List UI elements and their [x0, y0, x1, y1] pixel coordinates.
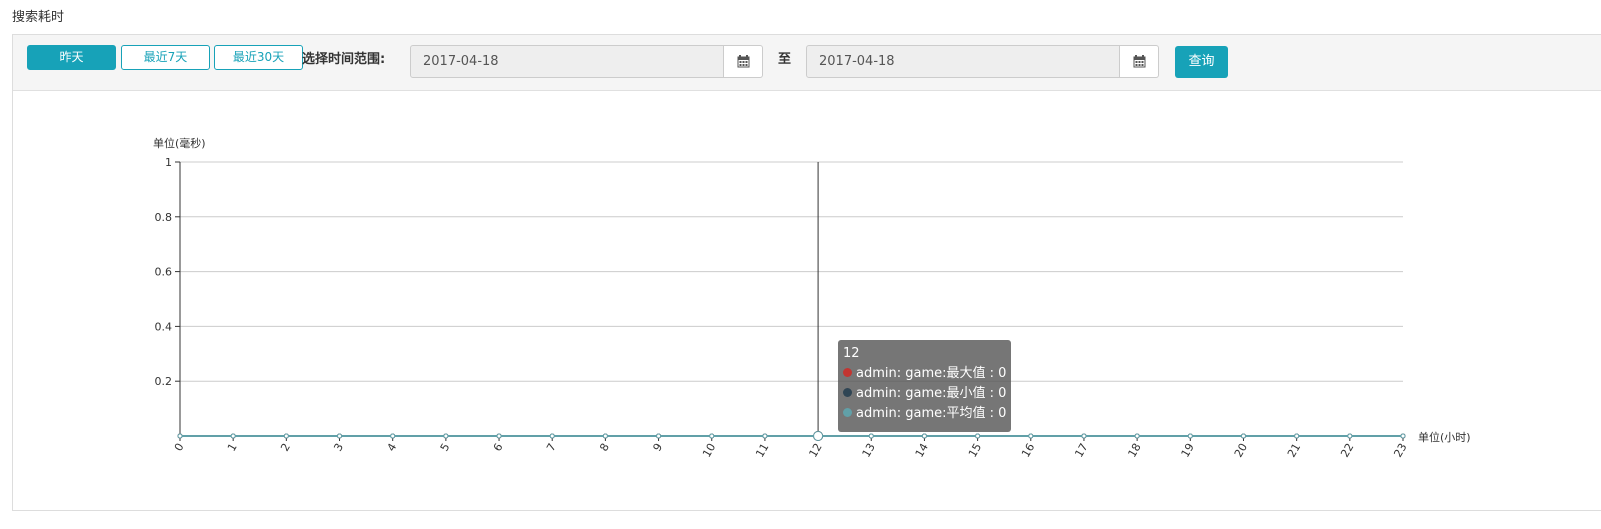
x-tick-label: 21 — [1285, 441, 1303, 460]
chart-tooltip: 12 admin: game:最大值 : 0 admin: game:最小值 :… — [838, 340, 1011, 432]
data-point — [337, 433, 343, 439]
x-tick-label: 14 — [913, 441, 931, 460]
data-point — [868, 433, 874, 439]
tooltip-row-min-label: admin: game:最小值 : 0 — [856, 386, 1007, 401]
data-point — [177, 433, 183, 439]
calendar-icon — [737, 55, 749, 68]
toolbar: 昨天 最近7天 最近30天 选择时间范围: 2017-04-18 至 2017-… — [13, 35, 1601, 91]
data-point — [230, 433, 236, 439]
x-tick-label: 17 — [1072, 441, 1090, 460]
x-tick-label: 12 — [806, 441, 824, 460]
y-tick-label: 1 — [165, 156, 172, 169]
tooltip-row-min: admin: game:最小值 : 0 — [843, 384, 1006, 404]
start-calendar-button[interactable] — [724, 45, 763, 78]
y-tick-label: 0.8 — [155, 211, 173, 224]
data-point — [443, 433, 449, 439]
series-max-marker — [843, 368, 852, 377]
tooltip-title: 12 — [843, 346, 860, 361]
data-point — [1134, 433, 1140, 439]
tooltip-row-avg-label: admin: game:平均值 : 0 — [856, 406, 1007, 421]
x-tick-label: 18 — [1125, 441, 1143, 460]
tooltip-row-max-label: admin: game:最大值 : 0 — [856, 366, 1007, 381]
series-min-marker — [843, 388, 852, 397]
start-date-input[interactable]: 2017-04-18 — [410, 45, 724, 78]
tooltip-row-avg: admin: game:平均值 : 0 — [843, 404, 1006, 424]
x-tick-label: 10 — [700, 441, 718, 460]
calendar-icon — [1133, 55, 1145, 68]
data-point — [656, 433, 662, 439]
end-date-input[interactable]: 2017-04-18 — [806, 45, 1120, 78]
data-point — [602, 433, 608, 439]
data-point — [709, 433, 715, 439]
y-tick-label: 0.6 — [155, 266, 173, 279]
x-tick-label: 1 — [225, 441, 240, 454]
y-axis-label: 单位(毫秒) — [153, 136, 206, 150]
x-tick-label: 6 — [491, 441, 506, 454]
x-tick-label: 16 — [1019, 441, 1037, 460]
yesterday-button[interactable]: 昨天 — [27, 45, 116, 70]
data-point — [1400, 433, 1406, 439]
x-tick-label: 5 — [438, 441, 453, 454]
series-avg-marker — [843, 408, 852, 417]
data-point — [496, 433, 502, 439]
search-time-panel: 昨天 最近7天 最近30天 选择时间范围: 2017-04-18 至 2017-… — [12, 34, 1601, 511]
data-point — [1294, 433, 1300, 439]
data-point — [283, 433, 289, 439]
data-point — [1187, 433, 1193, 439]
x-tick-label: 8 — [597, 441, 612, 454]
data-point — [1081, 433, 1087, 439]
x-tick-label: 7 — [544, 441, 559, 454]
page-title: 搜索耗时 — [12, 10, 65, 25]
x-tick-label: 4 — [385, 441, 400, 454]
x-axis-label: 单位(小时) — [1418, 430, 1471, 444]
data-point — [549, 433, 555, 439]
x-tick-label: 22 — [1338, 441, 1356, 460]
x-tick-label: 19 — [1179, 441, 1197, 460]
last-7-days-button[interactable]: 最近7天 — [121, 45, 210, 70]
x-tick-label: 9 — [650, 441, 665, 454]
y-tick-label: 0.2 — [155, 375, 173, 388]
data-point — [921, 433, 927, 439]
data-point — [975, 433, 981, 439]
query-button[interactable]: 查询 — [1175, 46, 1228, 78]
data-point — [1028, 433, 1034, 439]
x-tick-label: 13 — [860, 441, 878, 460]
x-tick-label: 3 — [331, 441, 346, 454]
x-tick-label: 15 — [966, 441, 984, 460]
data-point — [813, 431, 824, 441]
x-tick-label: 23 — [1391, 441, 1409, 460]
x-tick-label: 20 — [1232, 441, 1250, 460]
y-tick-label: 0.4 — [155, 320, 173, 333]
x-tick-label: 2 — [278, 441, 293, 454]
x-tick-label: 11 — [753, 441, 771, 460]
range-label: 选择时间范围: — [302, 52, 386, 67]
to-label: 至 — [778, 52, 792, 67]
data-point — [1347, 433, 1353, 439]
tooltip-row-max: admin: game:最大值 : 0 — [843, 364, 1006, 384]
x-tick-label: 0 — [172, 441, 187, 454]
end-calendar-button[interactable] — [1120, 45, 1159, 78]
data-point — [390, 433, 396, 439]
data-point — [1240, 433, 1246, 439]
data-point — [762, 433, 768, 439]
last-30-days-button[interactable]: 最近30天 — [214, 45, 303, 70]
